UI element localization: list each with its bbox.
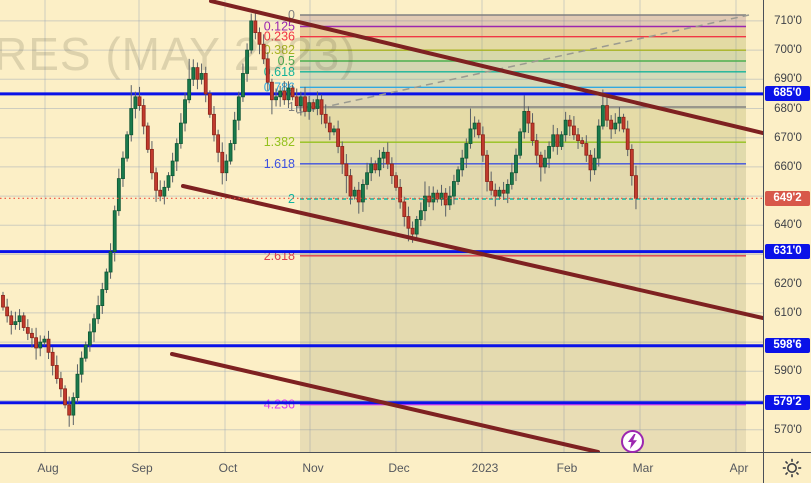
fib-level-label: 1.382 (264, 135, 295, 149)
time-axis-label: Feb (556, 461, 578, 475)
lightning-circle-icon[interactable] (621, 430, 644, 453)
fib-level-label: 0 (288, 8, 295, 22)
axis-corner-separator (763, 453, 764, 483)
price-axis-label: 690'0 (774, 73, 802, 86)
price-axis-label: 590'0 (774, 365, 802, 378)
price-level-badge: 579'2 (765, 395, 810, 411)
time-axis-label: Nov (302, 461, 324, 475)
price-axis-label: 710'0 (774, 14, 802, 27)
time-axis-label: Sep (131, 461, 153, 475)
fib-level-label: 0.125 (264, 20, 295, 34)
chart-canvas[interactable]: 00.1250.2360.3820.50.6180.78611.3821.618… (0, 0, 763, 452)
price-level-badge: 631'0 (765, 244, 810, 260)
time-axis-label: Apr (729, 461, 749, 475)
trendline[interactable] (209, 0, 763, 135)
price-axis-label: 640'0 (774, 219, 802, 232)
price-axis[interactable]: 710'0 700'0 690'0 680'0 670'0 660'0 640'0 620'0… (763, 0, 811, 452)
time-axis-label: Oct (218, 461, 238, 475)
price-level-badge: 685'0 (765, 86, 810, 102)
price-axis-label: 660'0 (774, 160, 802, 173)
fib-level-label: 2 (288, 192, 295, 206)
fib-level-label: 0.236 (264, 30, 295, 44)
time-axis-label: Dec (388, 461, 410, 475)
time-axis-label: 2023 (471, 461, 499, 475)
time-axis[interactable]: Aug Sep Oct Nov Dec 2023 Feb Mar Apr (0, 452, 811, 483)
fib-level-label: 0.618 (264, 65, 295, 79)
fib-level-label: 4.236 (264, 398, 295, 412)
settings-gear-icon[interactable] (772, 453, 811, 483)
gear-glyph (782, 458, 801, 478)
fib-level-label: 1 (288, 100, 295, 114)
time-axis-label: Mar (632, 461, 654, 475)
fib-level-label: 0.5 (278, 54, 295, 68)
fib-retracement[interactable]: 00.1250.2360.3820.50.6180.78611.3821.618… (264, 8, 746, 452)
fib-level-label: 1.618 (264, 157, 295, 171)
time-axis-label: Aug (37, 461, 59, 475)
price-axis-label: 610'0 (774, 306, 802, 319)
dashed-trendline[interactable] (296, 14, 750, 114)
price-axis-label: 700'0 (774, 44, 802, 57)
price-axis-label: 620'0 (774, 277, 802, 290)
candles (1, 12, 638, 427)
fib-level-label: 0.382 (264, 43, 295, 57)
price-axis-label: 670'0 (774, 131, 802, 144)
gridlines (0, 0, 763, 452)
price-axis-label: 570'0 (774, 423, 802, 436)
price-level-badge: 598'6 (765, 338, 810, 354)
trendline[interactable] (170, 352, 600, 452)
trendline[interactable] (181, 184, 763, 320)
price-axis-label: 680'0 (774, 102, 802, 115)
lightning-bolt-glyph (628, 434, 637, 449)
symbol-watermark: RES (MAY 2023) (0, 28, 357, 80)
last-price-badge: 649'2 (765, 190, 810, 206)
